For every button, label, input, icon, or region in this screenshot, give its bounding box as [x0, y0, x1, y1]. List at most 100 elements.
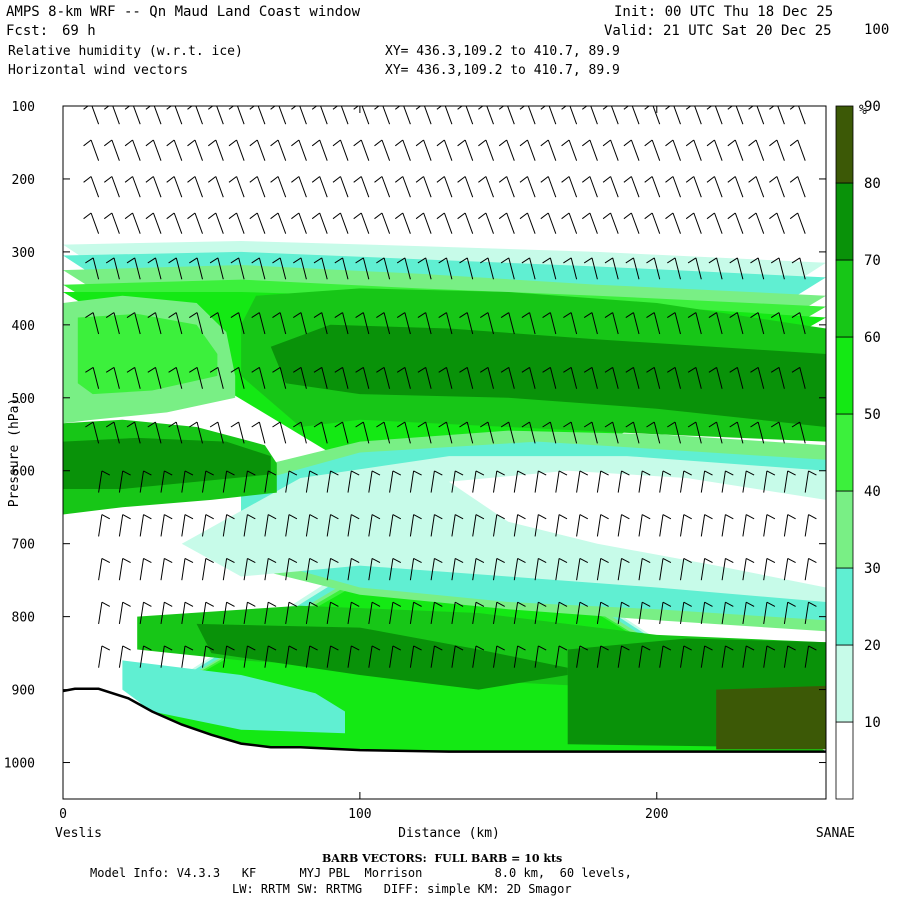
- wind-barb-288: [540, 176, 557, 198]
- barb-flag: [644, 176, 653, 183]
- barb-flag: [330, 557, 339, 564]
- barb-staff: [576, 514, 581, 537]
- wind-barb-25: [118, 645, 131, 668]
- wind-barb-202: [396, 421, 411, 444]
- barb-staff: [132, 106, 141, 125]
- wind-barb-307: [576, 470, 589, 493]
- wind-barb-318: [583, 366, 598, 389]
- barb-flag: [164, 645, 173, 651]
- barb-staff: [487, 312, 494, 335]
- barb-flag: [228, 139, 237, 147]
- barb-flag: [563, 366, 572, 373]
- barb-staff: [305, 514, 311, 537]
- wind-barb-19: [105, 366, 120, 389]
- barb-staff: [659, 514, 664, 537]
- barb-staff: [402, 212, 411, 234]
- barb-flag: [625, 312, 634, 319]
- barb-flag: [683, 557, 692, 564]
- barb-staff: [757, 421, 765, 444]
- wind-barb-128: [285, 601, 298, 624]
- barb-flag: [413, 514, 422, 520]
- barb-staff: [195, 106, 203, 125]
- barb-flag: [454, 601, 464, 607]
- barb-flag: [184, 470, 194, 476]
- wind-barb-332: [604, 421, 619, 444]
- barb-staff: [451, 470, 456, 493]
- barb-staff: [111, 139, 120, 161]
- barb-staff: [402, 176, 411, 198]
- barb-staff: [465, 106, 474, 125]
- barb-staff: [783, 558, 789, 581]
- barb-staff: [222, 470, 228, 493]
- barb-flag: [683, 470, 692, 476]
- barb-flag: [124, 212, 133, 220]
- wind-barb-377: [685, 106, 702, 125]
- barb-staff: [590, 106, 598, 125]
- barb-flag: [230, 366, 239, 373]
- barb-staff: [155, 421, 162, 444]
- wind-barb-176: [355, 421, 370, 444]
- barb-staff: [340, 106, 349, 125]
- wind-barb-415: [742, 645, 755, 668]
- wind-barb-408: [729, 312, 744, 335]
- barb-flag: [641, 557, 651, 564]
- wind-barb-142: [305, 645, 318, 668]
- barb-staff: [347, 602, 352, 624]
- barb-staff: [425, 312, 432, 335]
- barb-flag: [496, 645, 505, 651]
- barb-flag: [517, 645, 526, 651]
- wind-barb-348: [638, 557, 651, 581]
- wind-barb-139: [305, 514, 318, 537]
- barb-staff: [596, 470, 602, 493]
- wind-barb-123: [272, 366, 287, 389]
- wind-barb-116: [264, 645, 277, 668]
- barb-staff: [735, 106, 744, 125]
- barb-staff: [160, 602, 165, 624]
- barb-staff: [132, 212, 141, 234]
- barb-staff: [139, 645, 144, 668]
- barb-staff: [118, 602, 124, 624]
- wind-barb-251: [480, 257, 494, 280]
- barb-flag: [500, 312, 510, 319]
- barb-staff: [549, 312, 557, 335]
- barb-staff: [446, 367, 453, 389]
- barb-staff: [485, 139, 494, 161]
- wind-barb-302: [561, 212, 578, 234]
- barb-staff: [651, 212, 661, 234]
- barb-staff: [368, 602, 373, 624]
- wind-barb-241: [459, 421, 474, 444]
- xy-range-2: XY= 436.3,109.2 to 410.7, 89.9: [385, 63, 620, 78]
- barb-staff: [755, 212, 765, 234]
- barb-flag: [459, 421, 468, 428]
- wind-barb-369: [667, 312, 681, 335]
- barb-staff: [279, 257, 287, 280]
- barb-flag: [205, 645, 214, 651]
- barb-flag: [667, 312, 676, 319]
- barb-staff: [466, 257, 474, 280]
- barb-flag: [561, 176, 570, 183]
- wind-barb-421: [750, 312, 765, 335]
- wind-barb-374: [680, 557, 692, 581]
- wind-barb-267: [500, 421, 515, 444]
- barb-flag: [478, 176, 487, 183]
- wind-barb-105: [249, 139, 266, 161]
- barb-flag: [517, 557, 526, 564]
- barb-flag: [374, 212, 383, 220]
- barb-flag: [517, 601, 526, 607]
- barb-staff: [139, 602, 144, 624]
- barb-flag: [750, 312, 759, 319]
- wind-barb-286: [540, 106, 557, 125]
- wind-barb-410: [729, 421, 744, 444]
- barb-staff: [617, 470, 622, 493]
- wind-barb-445: [789, 212, 806, 234]
- wind-barb-44: [147, 312, 162, 335]
- colorbar-bin-50: [835, 490, 854, 569]
- barb-flag: [704, 514, 713, 520]
- wind-barb-43: [147, 257, 162, 280]
- wind-barb-328: [602, 212, 619, 234]
- barb-staff: [347, 470, 352, 493]
- wind-barb-344: [625, 366, 640, 389]
- barb-staff: [451, 558, 456, 581]
- barb-staff: [778, 257, 785, 280]
- barb-staff: [653, 367, 661, 389]
